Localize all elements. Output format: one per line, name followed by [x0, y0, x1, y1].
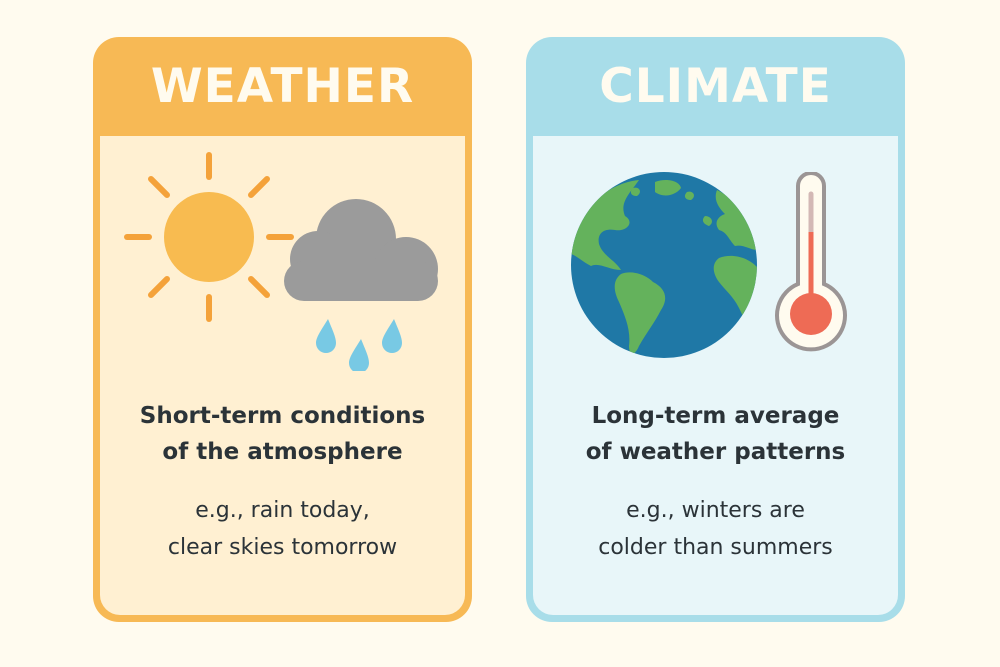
weather-example-line-1: e.g., rain today,: [195, 498, 370, 523]
weather-title: WEATHER: [150, 59, 415, 114]
climate-description-line-1: Long-term average: [591, 403, 840, 429]
climate-body: Long-term average of weather patterns e.…: [533, 136, 898, 615]
thermometer-icon: [775, 172, 847, 352]
weather-example: e.g., rain today, clear skies tomorrow: [100, 492, 465, 566]
climate-example-line-1: e.g., winters are: [626, 498, 805, 523]
globe-icon: [571, 172, 757, 358]
weather-icons: [100, 136, 465, 386]
weather-header: WEATHER: [93, 37, 472, 136]
climate-example: e.g., winters are colder than summers: [533, 492, 898, 566]
weather-description: Short-term conditions of the atmosphere: [100, 398, 465, 470]
climate-title: CLIMATE: [599, 59, 832, 114]
sun-icon: [124, 152, 294, 322]
climate-card: CLIMATE: [526, 37, 905, 622]
weather-card: WEATHER: [93, 37, 472, 622]
weather-description-line-1: Short-term conditions: [139, 403, 426, 429]
climate-icons: [533, 136, 898, 386]
climate-description-line-2: of weather patterns: [585, 439, 846, 465]
weather-description-line-2: of the atmosphere: [162, 439, 403, 465]
weather-example-line-2: clear skies tomorrow: [167, 535, 398, 560]
weather-body: Short-term conditions of the atmosphere …: [100, 136, 465, 615]
climate-description: Long-term average of weather patterns: [533, 398, 898, 470]
rain-cloud-icon: [284, 199, 438, 371]
climate-example-line-2: colder than summers: [598, 535, 833, 560]
climate-header: CLIMATE: [526, 37, 905, 136]
